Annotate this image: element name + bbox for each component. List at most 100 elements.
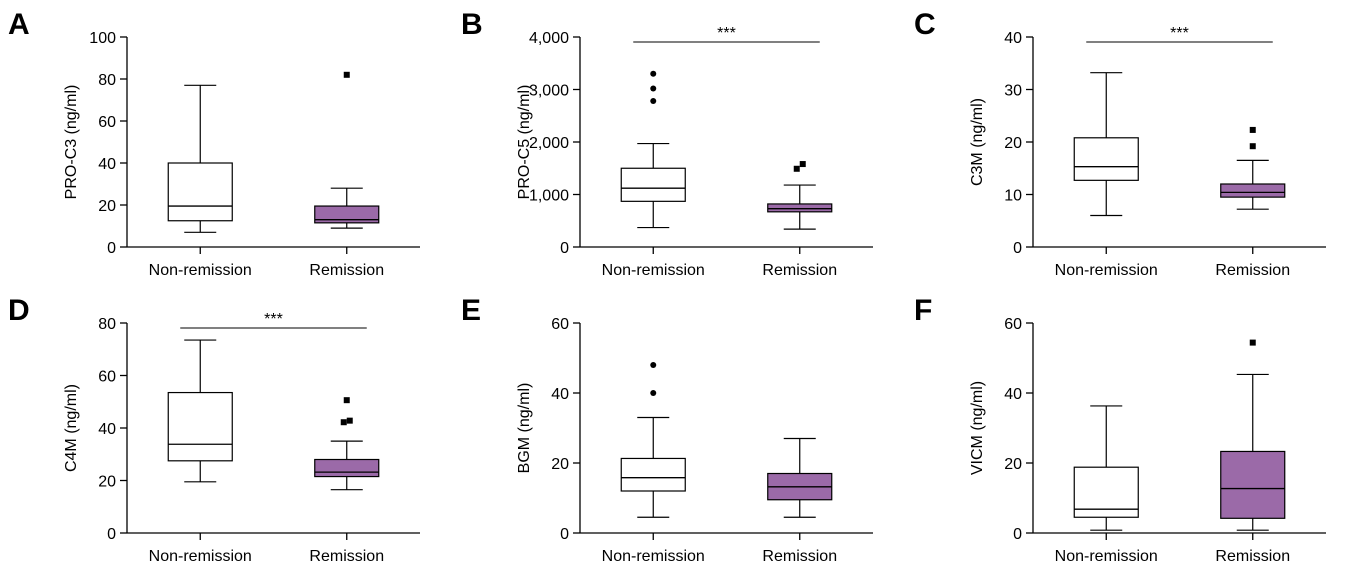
y-tick-label: 100 <box>89 30 116 47</box>
panel-label: A <box>8 8 30 41</box>
y-axis-label: C4M (ng/ml) <box>63 384 80 472</box>
outlier-point <box>1249 339 1256 346</box>
y-tick-label: 80 <box>98 72 116 89</box>
y-tick-label: 0 <box>1013 526 1022 543</box>
chart-panel-d: D 0 20 40 60 80 C4M (ng/ml) Non-remission Remiss… <box>0 286 453 572</box>
panel-label: C <box>914 8 936 41</box>
y-tick-label: 4,000 <box>529 30 569 47</box>
y-tick-label: 20 <box>1004 456 1022 473</box>
x-tick-label: Remission <box>309 548 384 565</box>
box-iqr <box>314 205 380 224</box>
y-tick-label: 1,000 <box>529 188 569 205</box>
outlier-point <box>343 71 350 78</box>
x-tick-label: Non-remission <box>149 262 252 279</box>
box-iqr <box>167 391 233 462</box>
x-tick-label: Non-remission <box>1055 262 1158 279</box>
outlier-point <box>1249 143 1256 150</box>
y-tick-label: 20 <box>98 198 116 215</box>
box-plot-remission <box>1220 126 1286 210</box>
outlier-point <box>650 98 657 105</box>
box-iqr <box>1220 450 1286 519</box>
chart-svg: 0 1,000 2,000 3,000 4,000 PRO-C5 (ng/ml) Non-r… <box>516 25 873 279</box>
y-tick-label: 0 <box>107 526 116 543</box>
y-axis-label: PRO-C5 (ng/ml) <box>516 85 533 200</box>
y-tick-label: 30 <box>1004 83 1022 100</box>
x-tick-label: Remission <box>309 262 384 279</box>
box-plot-non-remission <box>167 339 233 483</box>
panel-label: E <box>461 294 482 327</box>
box-plot-remission <box>767 437 833 518</box>
y-tick-label: 60 <box>98 369 116 386</box>
x-tick-label: Remission <box>762 548 837 565</box>
panel-label: F <box>914 294 933 327</box>
outlier-point <box>346 417 353 424</box>
significance-label: *** <box>717 25 736 42</box>
box-iqr <box>620 167 686 202</box>
y-axis-label: PRO-C3 (ng/ml) <box>63 85 80 200</box>
significance-label: *** <box>1170 25 1189 42</box>
y-tick-label: 60 <box>98 114 116 131</box>
box-iqr <box>767 203 833 213</box>
chart-panel-b: B 0 1,000 2,000 3,000 4,000 PRO-C5 (ng/ml) Non-… <box>453 0 906 286</box>
box-plot-non-remission <box>167 84 233 233</box>
outlier-point <box>650 85 657 92</box>
y-tick-label: 80 <box>98 316 116 333</box>
box-iqr <box>1073 137 1139 181</box>
box-iqr <box>167 162 233 222</box>
chart-panel-e: E 0 20 40 60 BGM (ng/ml) Non-remission Remissio… <box>453 286 906 572</box>
chart-panel-f: F 0 20 40 60 VICM (ng/ml) Non-remission Remissi… <box>906 286 1359 572</box>
y-tick-label: 2,000 <box>529 135 569 152</box>
y-tick-label: 40 <box>98 156 116 173</box>
x-tick-label: Remission <box>1215 548 1290 565</box>
box-plot-non-remission <box>1073 405 1139 531</box>
box-plot-non-remission <box>1073 72 1139 217</box>
y-tick-label: 40 <box>1004 386 1022 403</box>
y-axis-label: VICM (ng/ml) <box>969 381 986 475</box>
outlier-point <box>1249 126 1256 133</box>
outlier-point <box>650 70 657 77</box>
box-plot-remission <box>314 71 380 229</box>
box-iqr <box>620 457 686 492</box>
chart-svg: 0 20 40 60 80 100 PRO-C3 (ng/ml) Non-remission R… <box>63 30 420 279</box>
significance-label: *** <box>264 311 283 328</box>
y-tick-label: 10 <box>1004 188 1022 205</box>
chart-svg: 0 20 40 60 BGM (ng/ml) Non-remission Remission <box>516 316 873 565</box>
y-tick-label: 60 <box>551 316 569 333</box>
outlier-point <box>340 419 347 426</box>
x-tick-label: Remission <box>762 262 837 279</box>
x-tick-label: Non-remission <box>602 262 705 279</box>
panel-label: D <box>8 294 30 327</box>
chart-panel-c: C 0 10 20 30 40 C3M (ng/ml) Non-remission Remiss… <box>906 0 1359 286</box>
y-tick-label: 3,000 <box>529 83 569 100</box>
box-iqr <box>1220 183 1286 198</box>
x-tick-label: Non-remission <box>149 548 252 565</box>
x-tick-label: Non-remission <box>602 548 705 565</box>
box-plot-remission <box>767 161 833 230</box>
y-tick-label: 20 <box>98 474 116 491</box>
outlier-point <box>793 165 800 172</box>
y-tick-label: 0 <box>107 240 116 257</box>
box-iqr <box>314 458 380 478</box>
outlier-point <box>799 161 806 168</box>
y-tick-label: 60 <box>1004 316 1022 333</box>
y-axis-label: C3M (ng/ml) <box>969 98 986 186</box>
panel-label: B <box>461 8 483 41</box>
y-tick-label: 20 <box>1004 135 1022 152</box>
box-plot-remission <box>1220 339 1286 531</box>
outlier-point <box>343 397 350 404</box>
y-tick-label: 0 <box>560 240 569 257</box>
y-tick-label: 40 <box>1004 30 1022 47</box>
y-tick-label: 0 <box>560 526 569 543</box>
box-plot-non-remission <box>620 70 686 229</box>
y-axis-label: BGM (ng/ml) <box>516 383 533 474</box>
box-plot-non-remission <box>620 362 686 518</box>
box-plot-remission <box>314 397 380 491</box>
outlier-point <box>650 362 657 368</box>
chart-svg: 0 10 20 30 40 C3M (ng/ml) Non-remission Remissi… <box>969 25 1326 279</box>
outlier-point <box>650 390 657 396</box>
chart-svg: 0 20 40 60 80 C4M (ng/ml) Non-remission Remissi… <box>63 311 420 565</box>
chart-svg: 0 20 40 60 VICM (ng/ml) Non-remission Remissio… <box>969 316 1326 565</box>
y-tick-label: 40 <box>98 421 116 438</box>
y-tick-label: 20 <box>551 456 569 473</box>
